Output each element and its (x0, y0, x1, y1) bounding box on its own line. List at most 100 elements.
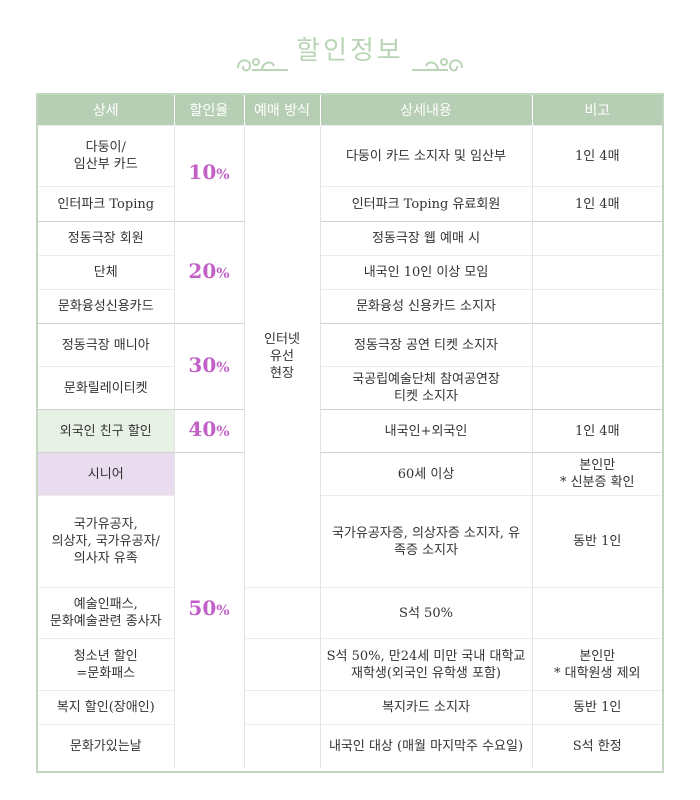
note-cell: 1인 4매 (531, 186, 662, 222)
method-line: 인터넷 (264, 332, 300, 347)
detail-line: 국가유공자, (73, 517, 138, 532)
table-row: 문화가있는날 내국인 대상 (매월 마지막주 수요일) S석 한정 (38, 724, 662, 768)
table-row: 외국인 친구 할인 40% 내국인+외국인 1인 4매 (38, 409, 662, 453)
note-line: 동반 1인 (573, 534, 622, 549)
content-line: 정동극장 공연 티켓 소지자 (354, 337, 498, 353)
note-cell (531, 587, 662, 639)
method-line: 유선 (270, 349, 294, 364)
content-line: S석 50% (399, 605, 453, 621)
note-line: 본인만 (579, 648, 616, 664)
content-cell: S석 50%, 만24세 미만 국내 대학교 재학생(외국인 유학생 포함) (319, 638, 532, 691)
detail-cell: 정동극장 매니아 (38, 323, 174, 367)
content-cell: 인터파크 Toping 유료회원 (319, 186, 532, 222)
table-row: 복지 할인(장애인) 복지카드 소지자 동반 1인 (38, 690, 662, 725)
content-line: S석 50%, 만24세 미만 국내 대학교 (326, 648, 526, 664)
table-row: 청소년 할인 =문화패스 S석 50%, 만24세 미만 국내 대학교 재학생(… (38, 638, 662, 691)
rate-cell-10: 10% (173, 125, 244, 222)
detail-line: 문화예술관련 종사자 (49, 614, 162, 629)
note-line: 동반 1인 (573, 700, 622, 715)
rate-unit: % (216, 265, 230, 282)
table-row: 인터파크 Toping 인터파크 Toping 유료회원 1인 4매 (38, 186, 662, 222)
detail-line: 외국인 친구 할인 (59, 423, 152, 439)
content-line: 내국인 대상 (매월 마지막주 수요일) (328, 738, 524, 754)
detail-line: 단체 (93, 265, 118, 280)
rate-unit: % (216, 359, 230, 376)
content-cell: 국공립예술단체 참여공연장 티켓 소지자 (319, 366, 532, 410)
note-cell (531, 366, 662, 410)
content-line: 재학생(외국인 유학생 포함) (351, 665, 501, 681)
content-cell: 내국인 10인 이상 모임 (319, 255, 532, 290)
content-line: 내국인 10인 이상 모임 (363, 265, 489, 280)
detail-line: 정동극장 매니아 (61, 337, 150, 353)
note-cell (531, 323, 662, 367)
content-cell: 내국인 대상 (매월 마지막주 수요일) (319, 724, 532, 768)
note-cell: 본인만 * 대학원생 제외 (531, 638, 662, 691)
content-cell: 내국인+외국인 (319, 409, 532, 453)
content-line: 국가유공자증, 의상자증 소지자, 유 (331, 525, 521, 541)
rate-value: 20 (188, 258, 217, 283)
detail-cell: 문화릴레이티켓 (38, 366, 174, 410)
detail-line: 문화가있는날 (69, 738, 142, 754)
detail-line: 청소년 할인 (73, 648, 138, 664)
content-line: 내국인+외국인 (384, 423, 468, 439)
content-cell: 복지카드 소지자 (319, 690, 532, 725)
detail-line: 인터파크 Toping (57, 196, 155, 212)
content-cell: 국가유공자증, 의상자증 소지자, 유 족증 소지자 (319, 495, 532, 588)
rate-cell-40: 40% (173, 409, 244, 453)
content-line: 족증 소지자 (394, 542, 458, 558)
detail-cell: 국가유공자, 의상자, 국가유공자/ 의사자 유족 (38, 495, 174, 588)
header-content: 상세내용 (319, 95, 532, 126)
rate-unit: % (216, 424, 230, 440)
detail-cell: 다둥이/ 임산부 카드 (38, 125, 174, 187)
content-cell: S석 50% (319, 587, 532, 639)
rate-value: 10 (188, 159, 217, 184)
note-line: 본인만 (579, 458, 616, 473)
detail-cell: 복지 할인(장애인) (38, 690, 174, 725)
detail-line: 의사자 유족 (73, 551, 138, 566)
detail-cell: 청소년 할인 =문화패스 (38, 638, 174, 691)
note-cell: S석 한정 (531, 724, 662, 768)
content-line: 정동극장 웹 예매 시 (371, 231, 481, 246)
detail-line: 문화릴레이티켓 (63, 380, 148, 396)
method-cell-empty (243, 724, 320, 768)
content-line: 국공립예술단체 참여공연장 (352, 372, 500, 387)
detail-line: 임산부 카드 (73, 157, 138, 172)
content-cell: 60세 이상 (319, 452, 532, 496)
method-cell: 인터넷 유선 현장 (243, 125, 320, 588)
header-rate: 할인율 (173, 95, 244, 126)
content-cell: 문화융성 신용카드 소지자 (319, 289, 532, 324)
detail-cell: 시니어 (38, 452, 174, 496)
content-line: 다둥이 카드 소지자 및 임산부 (345, 148, 507, 164)
left-flourish-icon (237, 58, 288, 72)
table-row: 다둥이/ 임산부 카드 10% 인터넷 유선 현장 다둥이 카드 소지자 및 임… (38, 125, 662, 588)
content-line: 티켓 소지자 (394, 389, 458, 404)
header-note: 비고 (531, 95, 662, 126)
note-line: * 신분증 확인 (559, 475, 635, 490)
note-cell (531, 289, 662, 324)
note-line: S석 한정 (572, 738, 622, 754)
detail-cell: 예술인패스, 문화예술관련 종사자 (38, 587, 174, 639)
page-title: 할인정보 (296, 36, 404, 66)
table-header-row: 상세 할인율 예매 방식 상세내용 비고 (38, 95, 662, 126)
method-cell-empty (243, 638, 320, 691)
rate-unit: % (216, 166, 230, 183)
table-row: 문화융성신용카드 문화융성 신용카드 소지자 (38, 289, 662, 324)
detail-line: 다둥이/ (85, 140, 126, 155)
detail-line: 정동극장 회원 (67, 231, 144, 246)
note-cell: 동반 1인 (531, 495, 662, 588)
note-line: 1인 4매 (574, 196, 620, 212)
discount-table-container: 상세 할인율 예매 방식 상세내용 비고 다둥이/ 임산부 카드 10% 인터넷… (36, 93, 664, 773)
page-header: 할인정보 (0, 22, 700, 82)
detail-line: 예술인패스, (73, 597, 138, 612)
content-line: 문화융성 신용카드 소지자 (356, 299, 496, 314)
discount-table: 상세 할인율 예매 방식 상세내용 비고 다둥이/ 임산부 카드 10% 인터넷… (38, 95, 662, 768)
detail-cell: 문화가있는날 (38, 724, 174, 768)
method-cell-empty (243, 587, 320, 639)
rate-value: 40 (188, 417, 217, 441)
note-cell (531, 255, 662, 290)
method-cell-empty (243, 690, 320, 725)
detail-cell: 단체 (38, 255, 174, 290)
table-row: 국가유공자, 의상자, 국가유공자/ 의사자 유족 국가유공자증, 의상자증 소… (38, 495, 662, 588)
header-method: 예매 방식 (243, 95, 320, 126)
content-line: 60세 이상 (397, 466, 455, 482)
